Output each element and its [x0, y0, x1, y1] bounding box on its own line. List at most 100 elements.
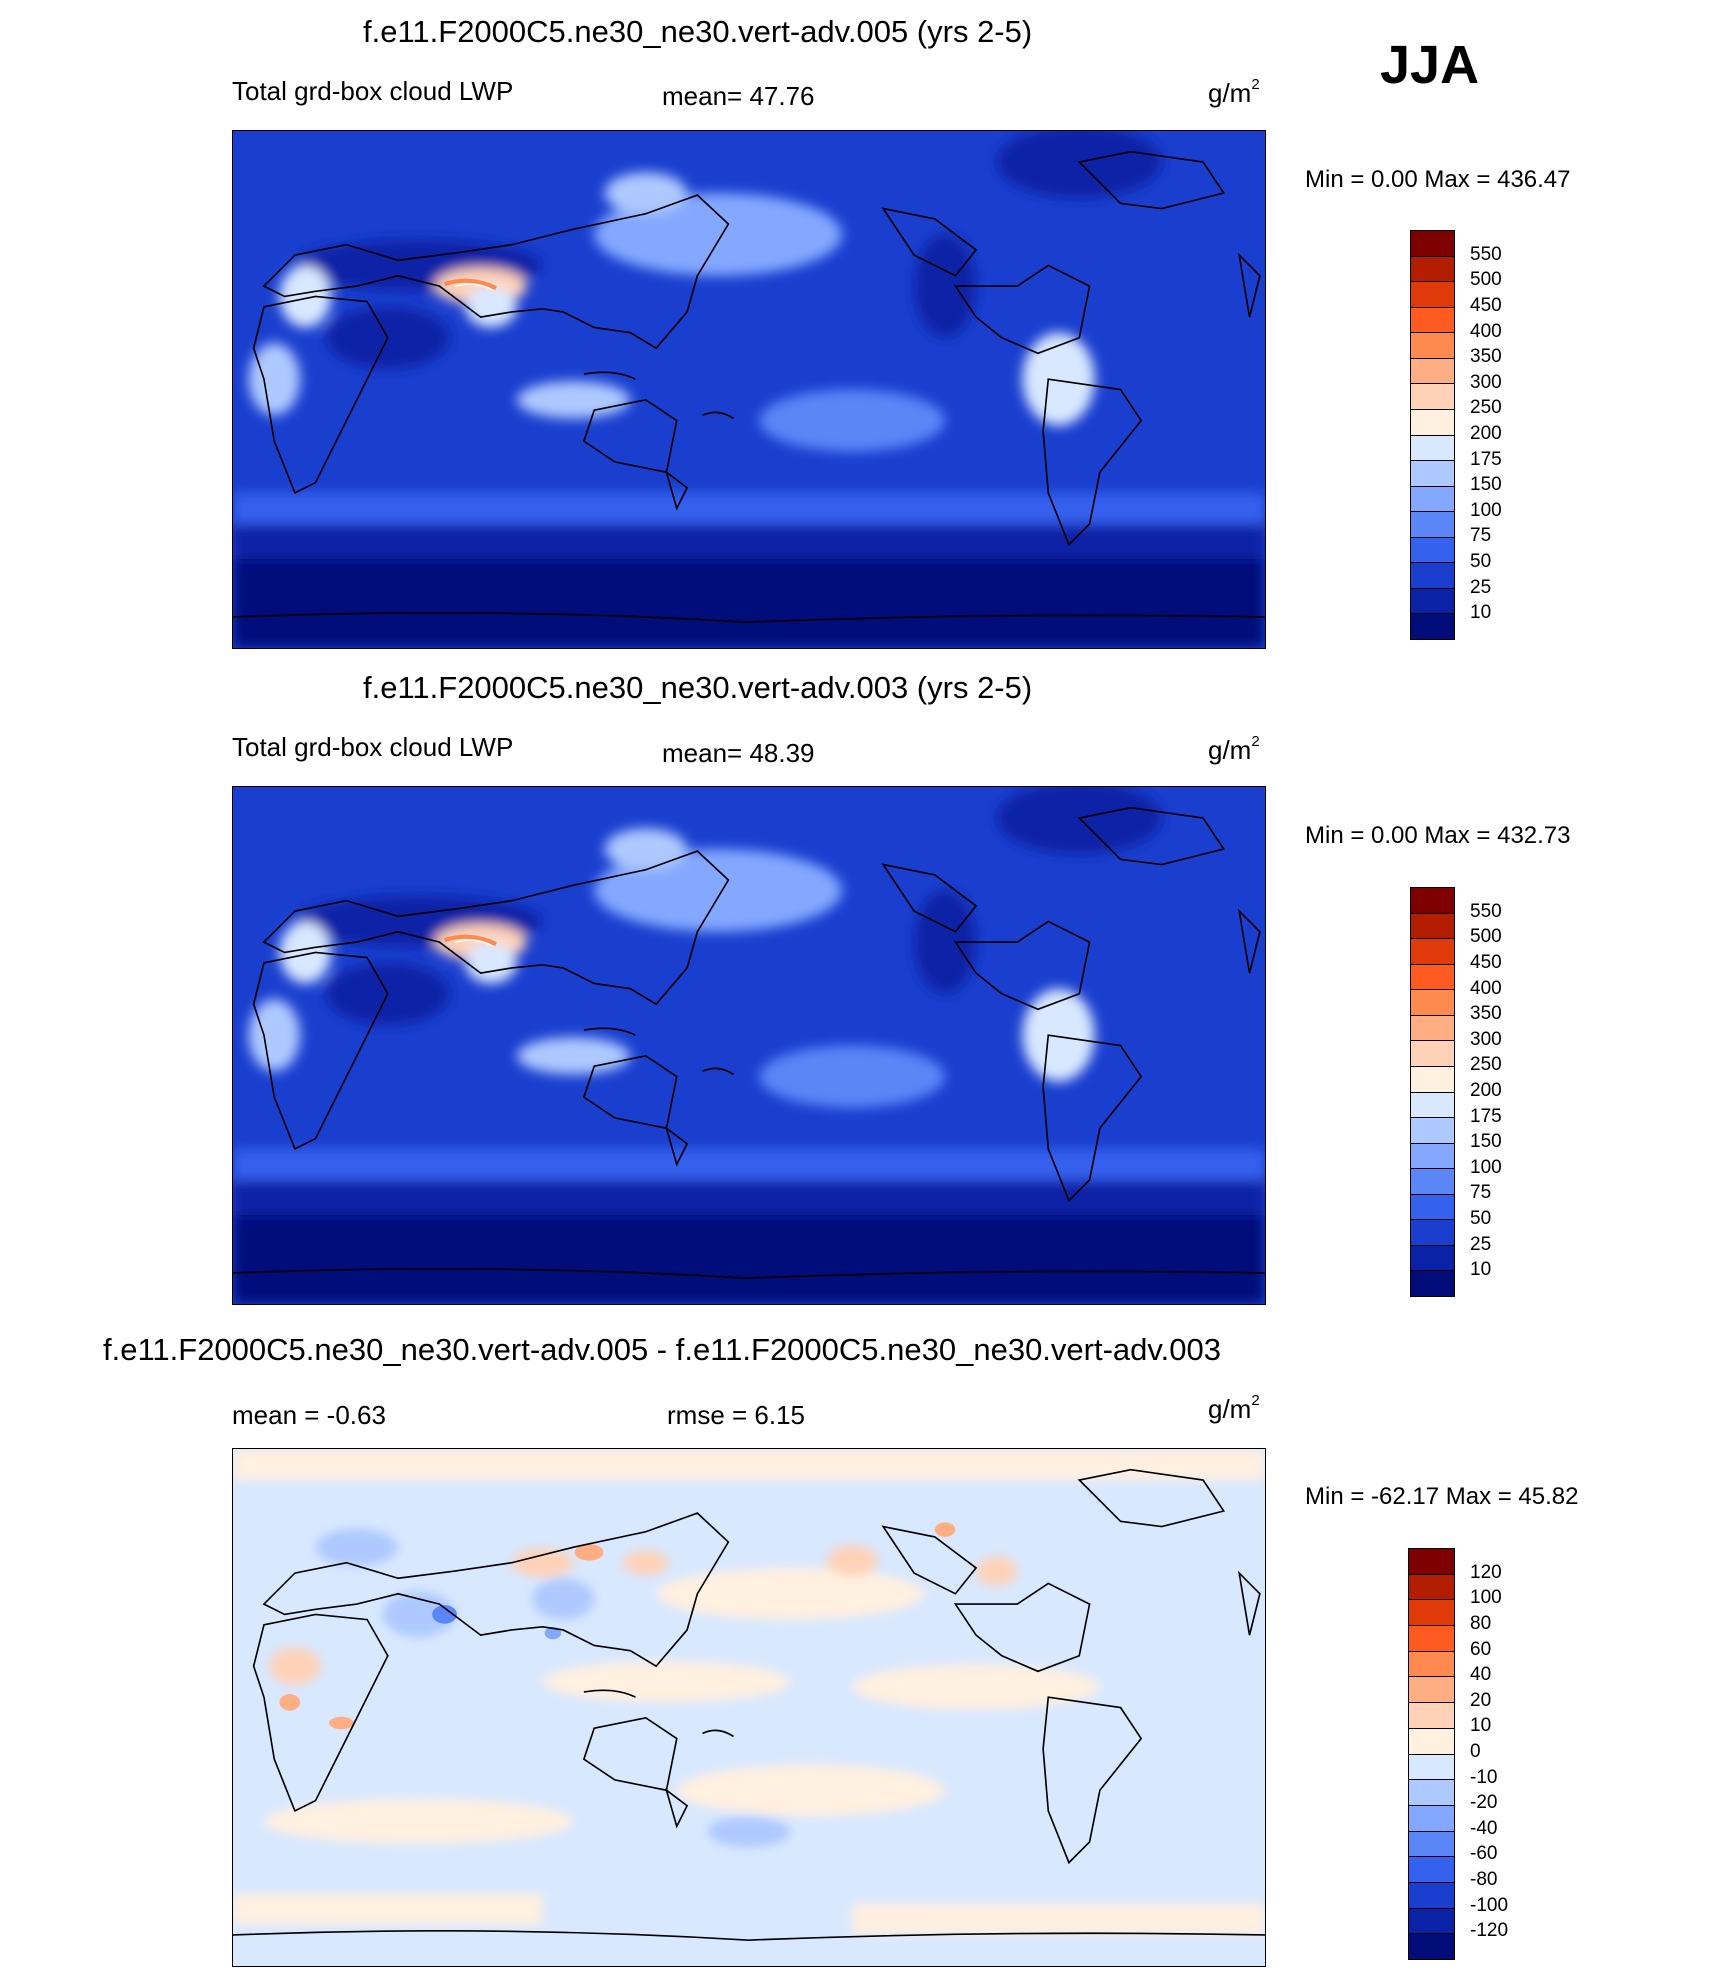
colorbar-cell	[1411, 888, 1454, 914]
colorbar-cell	[1411, 384, 1454, 410]
panel-3-center-label: rmse = 6.15	[667, 1400, 806, 1430]
colorbar-label: 75	[1470, 525, 1492, 546]
panel-1-left-label: Total grd-box cloud LWP	[232, 76, 514, 106]
colorbar-label: 120	[1470, 1562, 1502, 1583]
panel-1-units: g/m2	[1208, 76, 1260, 108]
panel-3-minmax: Min = -62.17 Max = 45.82	[1305, 1483, 1579, 1510]
colorbar-label: 150	[1470, 1131, 1502, 1152]
colorbar-cell	[1409, 1600, 1454, 1627]
colorbar-label: 350	[1470, 346, 1502, 367]
colorbar-label: 200	[1470, 423, 1502, 444]
colorbar-label: 10	[1470, 1715, 1492, 1736]
colorbar-label: 50	[1470, 1208, 1492, 1229]
colorbar-cell	[1409, 1857, 1454, 1883]
colorbar-label: 80	[1470, 1613, 1492, 1634]
colorbar-cell	[1411, 231, 1454, 257]
colorbar-cell	[1411, 1194, 1454, 1221]
colorbar-cell	[1411, 1143, 1454, 1170]
colorbar-label: 250	[1470, 1054, 1502, 1075]
colorbar-cell	[1409, 1549, 1454, 1575]
colorbar-cell	[1409, 1703, 1454, 1729]
colorbar-label: 175	[1470, 449, 1502, 470]
panel-2-colorbar	[1410, 887, 1455, 1297]
colorbar-label: 400	[1470, 978, 1502, 999]
colorbar-label: -80	[1470, 1869, 1498, 1890]
colorbar-cell	[1411, 537, 1454, 564]
colorbar-cell	[1411, 333, 1454, 359]
colorbar-cell	[1411, 964, 1454, 991]
colorbar-label: 50	[1470, 551, 1492, 572]
colorbar-cell	[1411, 563, 1454, 589]
panel-1-title: f.e11.F2000C5.ne30_ne30.vert-adv.005 (yr…	[363, 14, 1033, 49]
colorbar-label: 100	[1470, 1587, 1502, 1608]
colorbar-cell	[1409, 1908, 1454, 1935]
colorbar-label: 25	[1470, 1234, 1492, 1255]
colorbar-cell	[1411, 588, 1454, 615]
colorbar-label: 40	[1470, 1664, 1492, 1685]
colorbar-label: 250	[1470, 397, 1502, 418]
colorbar-cell	[1411, 486, 1454, 513]
colorbar-label: 25	[1470, 577, 1492, 598]
colorbar-label: 20	[1470, 1690, 1492, 1711]
colorbar-cell	[1409, 1805, 1454, 1832]
colorbar-label: 10	[1470, 602, 1492, 623]
colorbar-label: 0	[1470, 1741, 1481, 1762]
colorbar-label: 100	[1470, 1157, 1502, 1178]
colorbar-cell	[1411, 256, 1454, 283]
panel-2-units: g/m2	[1208, 733, 1260, 765]
colorbar-cell	[1411, 409, 1454, 436]
panel-3-colorbar-labels: 120 100 80 60 40 20 10 0 -10 -20 -40 -60…	[1470, 1548, 1550, 1960]
colorbar-label: 150	[1470, 474, 1502, 495]
panel-1-center-label: mean= 47.76	[662, 81, 815, 111]
colorbar-cell	[1409, 1728, 1454, 1755]
colorbar-cell	[1411, 990, 1454, 1016]
panel-2-center-label: mean= 48.39	[662, 738, 815, 768]
colorbar-label: 10	[1470, 1259, 1492, 1280]
colorbar-cell	[1411, 1220, 1454, 1246]
colorbar-cell	[1411, 1271, 1454, 1296]
colorbar-label: -120	[1470, 1920, 1509, 1941]
colorbar-label: 200	[1470, 1080, 1502, 1101]
colorbar-label: 100	[1470, 500, 1502, 521]
colorbar-label: 450	[1470, 295, 1502, 316]
colorbar-label: 500	[1470, 926, 1502, 947]
panel-3-left-label: mean = -0.63	[232, 1400, 386, 1430]
panel-2-map	[232, 786, 1266, 1305]
colorbar-label: 500	[1470, 269, 1502, 290]
colorbar-label: -40	[1470, 1818, 1498, 1839]
colorbar-label: 550	[1470, 244, 1502, 265]
colorbar-label: -10	[1470, 1767, 1498, 1788]
panel-1-minmax: Min = 0.00 Max = 436.47	[1305, 166, 1571, 193]
panel-1-map	[232, 130, 1266, 649]
colorbar-cell	[1411, 1092, 1454, 1119]
colorbar-cell	[1411, 435, 1454, 462]
colorbar-cell	[1409, 1780, 1454, 1806]
panel-1-colorbar-labels: 550 500 450 400 350 300 250 200 175 150 …	[1470, 230, 1550, 640]
colorbar-cell	[1411, 282, 1454, 308]
panel-2-title: f.e11.F2000C5.ne30_ne30.vert-adv.003 (yr…	[363, 670, 1033, 705]
panel-3-title: f.e11.F2000C5.ne30_ne30.vert-adv.005 - f…	[103, 1332, 1221, 1367]
panel-2-left-label: Total grd-box cloud LWP	[232, 732, 514, 762]
colorbar-label: 300	[1470, 1029, 1502, 1050]
colorbar-cell	[1411, 358, 1454, 385]
colorbar-label: 60	[1470, 1639, 1492, 1660]
colorbar-cell	[1411, 1245, 1454, 1272]
panel-2-minmax: Min = 0.00 Max = 432.73	[1305, 822, 1571, 849]
colorbar-cell	[1411, 1169, 1454, 1195]
colorbar-cell	[1411, 1118, 1454, 1144]
colorbar-label: -20	[1470, 1792, 1498, 1813]
colorbar-label: 450	[1470, 952, 1502, 973]
colorbar-label: 550	[1470, 901, 1502, 922]
colorbar-cell	[1409, 1831, 1454, 1858]
colorbar-cell	[1409, 1651, 1454, 1678]
colorbar-cell	[1409, 1677, 1454, 1704]
colorbar-cell	[1411, 307, 1454, 334]
colorbar-cell	[1411, 913, 1454, 940]
colorbar-cell	[1409, 1934, 1454, 1959]
colorbar-cell	[1411, 939, 1454, 965]
colorbar-cell	[1411, 1066, 1454, 1093]
colorbar-cell	[1411, 461, 1454, 487]
panel-3-colorbar	[1408, 1548, 1455, 1960]
colorbar-label: 400	[1470, 321, 1502, 342]
panel-1-colorbar	[1410, 230, 1455, 640]
